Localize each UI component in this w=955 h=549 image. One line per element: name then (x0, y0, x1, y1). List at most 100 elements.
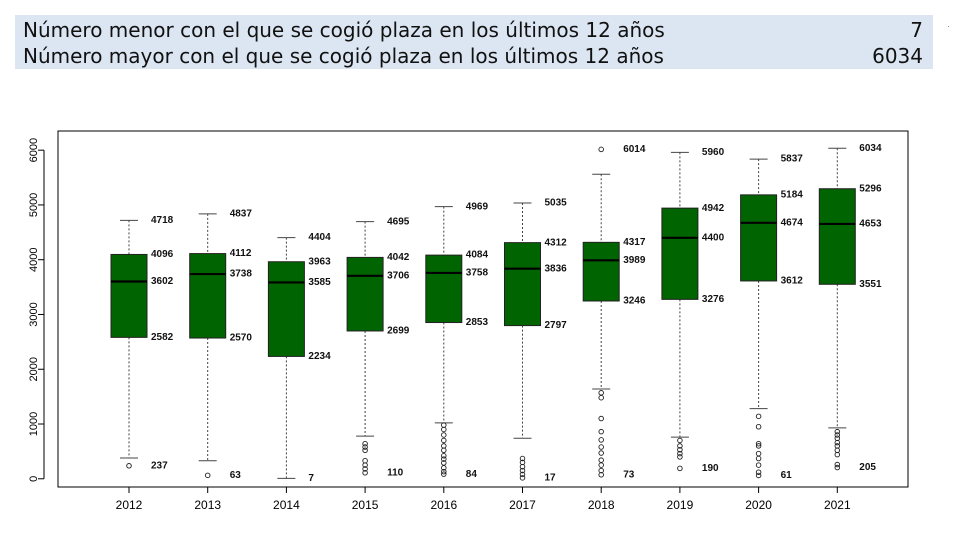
outlier-point (441, 456, 447, 462)
label-median: 4400 (702, 232, 725, 243)
label-q1: 3551 (859, 279, 882, 290)
outlier-point (677, 454, 683, 460)
max-number-row: Número mayor con el que se cogió plaza e… (23, 43, 923, 69)
outlier-point (677, 443, 683, 449)
label-q3: 5184 (781, 190, 804, 201)
label-q3: 4096 (151, 249, 174, 260)
y-tick-label: 4000 (28, 247, 40, 271)
label-bottom: 84 (466, 469, 478, 480)
outlier-point (834, 443, 841, 449)
outlier-point (755, 469, 762, 475)
outlier-point (755, 440, 762, 447)
label-top: 4969 (466, 201, 489, 212)
label-top: 4404 (308, 232, 331, 243)
outlier-point (441, 422, 447, 428)
outlier-point (834, 439, 841, 446)
y-tick-label: 1000 (28, 412, 40, 436)
outlier-point (755, 413, 762, 420)
label-q1: 2699 (387, 326, 410, 337)
min-number-row: Número menor con el que se cogió plaza e… (23, 17, 923, 43)
label-bottom: 73 (623, 469, 635, 480)
label-bottom: 63 (230, 470, 242, 481)
outlier-point (755, 462, 762, 468)
outlier-point (362, 470, 368, 476)
box (582, 241, 620, 302)
label-bottom: 190 (702, 463, 719, 474)
label-q3: 4112 (230, 248, 252, 259)
label-q3: 5296 (859, 183, 882, 194)
outlier-point (834, 464, 841, 471)
outlier-point (362, 466, 368, 472)
outlier-point (362, 444, 368, 450)
x-tick-label: 2017 (509, 498, 536, 512)
outlier-point (598, 462, 604, 468)
outlier-point (126, 463, 132, 469)
y-tick-label: 6000 (28, 138, 40, 162)
label-q3: 4942 (702, 203, 725, 214)
outlier-point (598, 450, 604, 456)
outlier-point (598, 394, 604, 401)
label-q3: 4317 (623, 237, 646, 248)
outlier-point (598, 437, 604, 443)
y-tick-label: 3000 (28, 302, 40, 326)
box (740, 194, 778, 282)
box (425, 254, 463, 324)
plot-frame (57, 130, 909, 488)
label-median: 3758 (466, 268, 489, 279)
max-number-label: Número mayor con el que se cogió plaza e… (23, 44, 664, 68)
y-tick-label: 5000 (28, 193, 40, 217)
label-bottom: 61 (781, 470, 793, 481)
outlier-point (834, 447, 841, 454)
outlier-point (519, 475, 526, 481)
label-q3: 3963 (308, 256, 331, 267)
label-q3: 4312 (545, 237, 568, 248)
label-q1: 2234 (308, 351, 331, 362)
x-tick-label: 2015 (352, 498, 379, 512)
label-median: 3738 (230, 269, 253, 280)
x-tick-label: 2012 (116, 498, 143, 512)
box (267, 261, 305, 357)
label-median: 3989 (623, 255, 646, 266)
outlier-point (598, 415, 604, 422)
label-q1: 3246 (623, 296, 646, 307)
label-median: 3706 (387, 270, 410, 281)
box (661, 207, 699, 300)
label-q1: 2853 (466, 317, 489, 328)
label-bottom: 110 (387, 467, 404, 478)
outlier-point (755, 450, 762, 457)
outlier-point (519, 459, 526, 466)
boxes-layer (110, 146, 856, 481)
x-tick-label: 2013 (194, 498, 221, 512)
outlier-point (598, 146, 604, 153)
label-q1: 3276 (702, 294, 725, 305)
outlier-point (598, 444, 604, 450)
outlier-point (441, 460, 447, 466)
box (818, 188, 856, 285)
stats-panel: Número menor con el que se cogió plaza e… (15, 15, 933, 69)
label-median: 3602 (151, 276, 174, 287)
outlier-point (677, 465, 683, 472)
outlier-point (598, 467, 604, 474)
outlier-point (755, 424, 762, 430)
outlier-point (362, 440, 368, 447)
x-axis: 2012 2013 2014 2015 2016 2017 2018 2019 2020 2021 (116, 487, 851, 512)
label-q3: 4042 (387, 252, 410, 263)
outlier-point (834, 428, 841, 435)
outlier-point (441, 426, 447, 433)
outlier-point (677, 450, 683, 457)
x-tick-label: 2020 (745, 498, 772, 512)
x-tick-label: 2019 (667, 498, 694, 512)
outlier-point (834, 451, 841, 458)
label-bottom: 17 (545, 472, 557, 483)
label-median: 3836 (545, 263, 568, 274)
label-top: 5960 (702, 147, 725, 158)
label-q1: 2570 (230, 333, 253, 344)
outlier-point (519, 471, 526, 478)
outlier-point (834, 435, 841, 442)
label-top: 4695 (387, 216, 410, 227)
outlier-point (362, 457, 368, 464)
box (110, 253, 148, 338)
label-median: 4674 (781, 217, 804, 228)
outlier-point (441, 447, 447, 454)
